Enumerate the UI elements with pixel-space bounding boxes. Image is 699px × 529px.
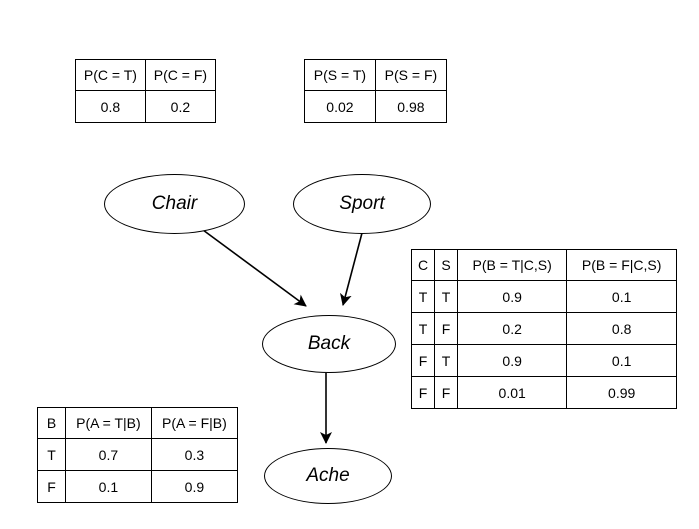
table-cell: F	[411, 344, 435, 377]
table-cell: 0.1	[65, 470, 152, 503]
table-cell: T	[434, 344, 458, 377]
table-cell: T	[37, 438, 66, 471]
header-cell: P(S = F)	[374, 59, 448, 91]
header-cell: P(C = F)	[144, 59, 217, 91]
table-cell: 0.9	[456, 344, 568, 377]
table-cell: 0.2	[144, 90, 217, 123]
table-row: T T 0.9 0.1	[411, 280, 677, 313]
table-cell: 0.98	[374, 90, 448, 123]
header-cell: S	[434, 249, 458, 281]
table-cell: 0.8	[566, 312, 677, 345]
table-cell: T	[411, 312, 435, 345]
cpt-chair-table: P(C = T) P(C = F) 0.8 0.2	[75, 59, 217, 123]
cpt-ache-table: B P(A = T|B) P(A = F|B) T 0.7 0.3 F 0.1 …	[37, 407, 239, 503]
table-cell: 0.02	[304, 90, 376, 123]
header-cell: B	[37, 407, 66, 439]
table-row: F F 0.01 0.99	[411, 376, 677, 409]
table-cell: 0.7	[65, 438, 152, 471]
cpt-back-table: C S P(B = T|C,S) P(B = F|C,S) T T 0.9 0.…	[411, 249, 677, 409]
table-header-row: P(S = T) P(S = F)	[304, 59, 448, 91]
table-cell: 0.2	[456, 312, 568, 345]
table-row: T 0.7 0.3	[37, 438, 239, 471]
table-cell: T	[411, 280, 435, 313]
table-header-row: C S P(B = T|C,S) P(B = F|C,S)	[411, 249, 677, 281]
node-back: Back	[262, 315, 396, 373]
table-row: 0.8 0.2	[75, 90, 217, 123]
table-cell: 0.9	[456, 280, 568, 313]
node-chair: Chair	[104, 174, 245, 234]
table-header-row: B P(A = T|B) P(A = F|B)	[37, 407, 239, 439]
table-cell: F	[37, 470, 66, 503]
table-cell: 0.3	[150, 438, 239, 471]
header-cell: P(A = F|B)	[150, 407, 239, 439]
table-cell: T	[434, 280, 458, 313]
table-cell: F	[434, 376, 458, 409]
table-cell: F	[411, 376, 435, 409]
table-cell: 0.9	[150, 470, 239, 503]
table-cell: 0.99	[566, 376, 677, 409]
table-cell: 0.1	[566, 344, 677, 377]
edge-chair-back	[202, 229, 307, 307]
node-sport: Sport	[293, 174, 431, 234]
table-cell: 0.1	[566, 280, 677, 313]
header-cell: P(A = T|B)	[65, 407, 152, 439]
table-row: F 0.1 0.9	[37, 470, 239, 503]
table-cell: 0.8	[75, 90, 146, 123]
table-header-row: P(C = T) P(C = F)	[75, 59, 217, 91]
header-cell: P(C = T)	[75, 59, 146, 91]
header-cell: P(B = F|C,S)	[566, 249, 677, 281]
table-row: F T 0.9 0.1	[411, 344, 677, 377]
header-cell: P(S = T)	[304, 59, 376, 91]
table-cell: 0.01	[456, 376, 568, 409]
table-row: T F 0.2 0.8	[411, 312, 677, 345]
table-row: 0.02 0.98	[304, 90, 448, 123]
edge-sport-back	[340, 232, 363, 306]
cpt-sport-table: P(S = T) P(S = F) 0.02 0.98	[304, 59, 448, 123]
header-cell: C	[411, 249, 435, 281]
table-cell: F	[434, 312, 458, 345]
header-cell: P(B = T|C,S)	[456, 249, 568, 281]
node-ache: Ache	[264, 448, 392, 504]
